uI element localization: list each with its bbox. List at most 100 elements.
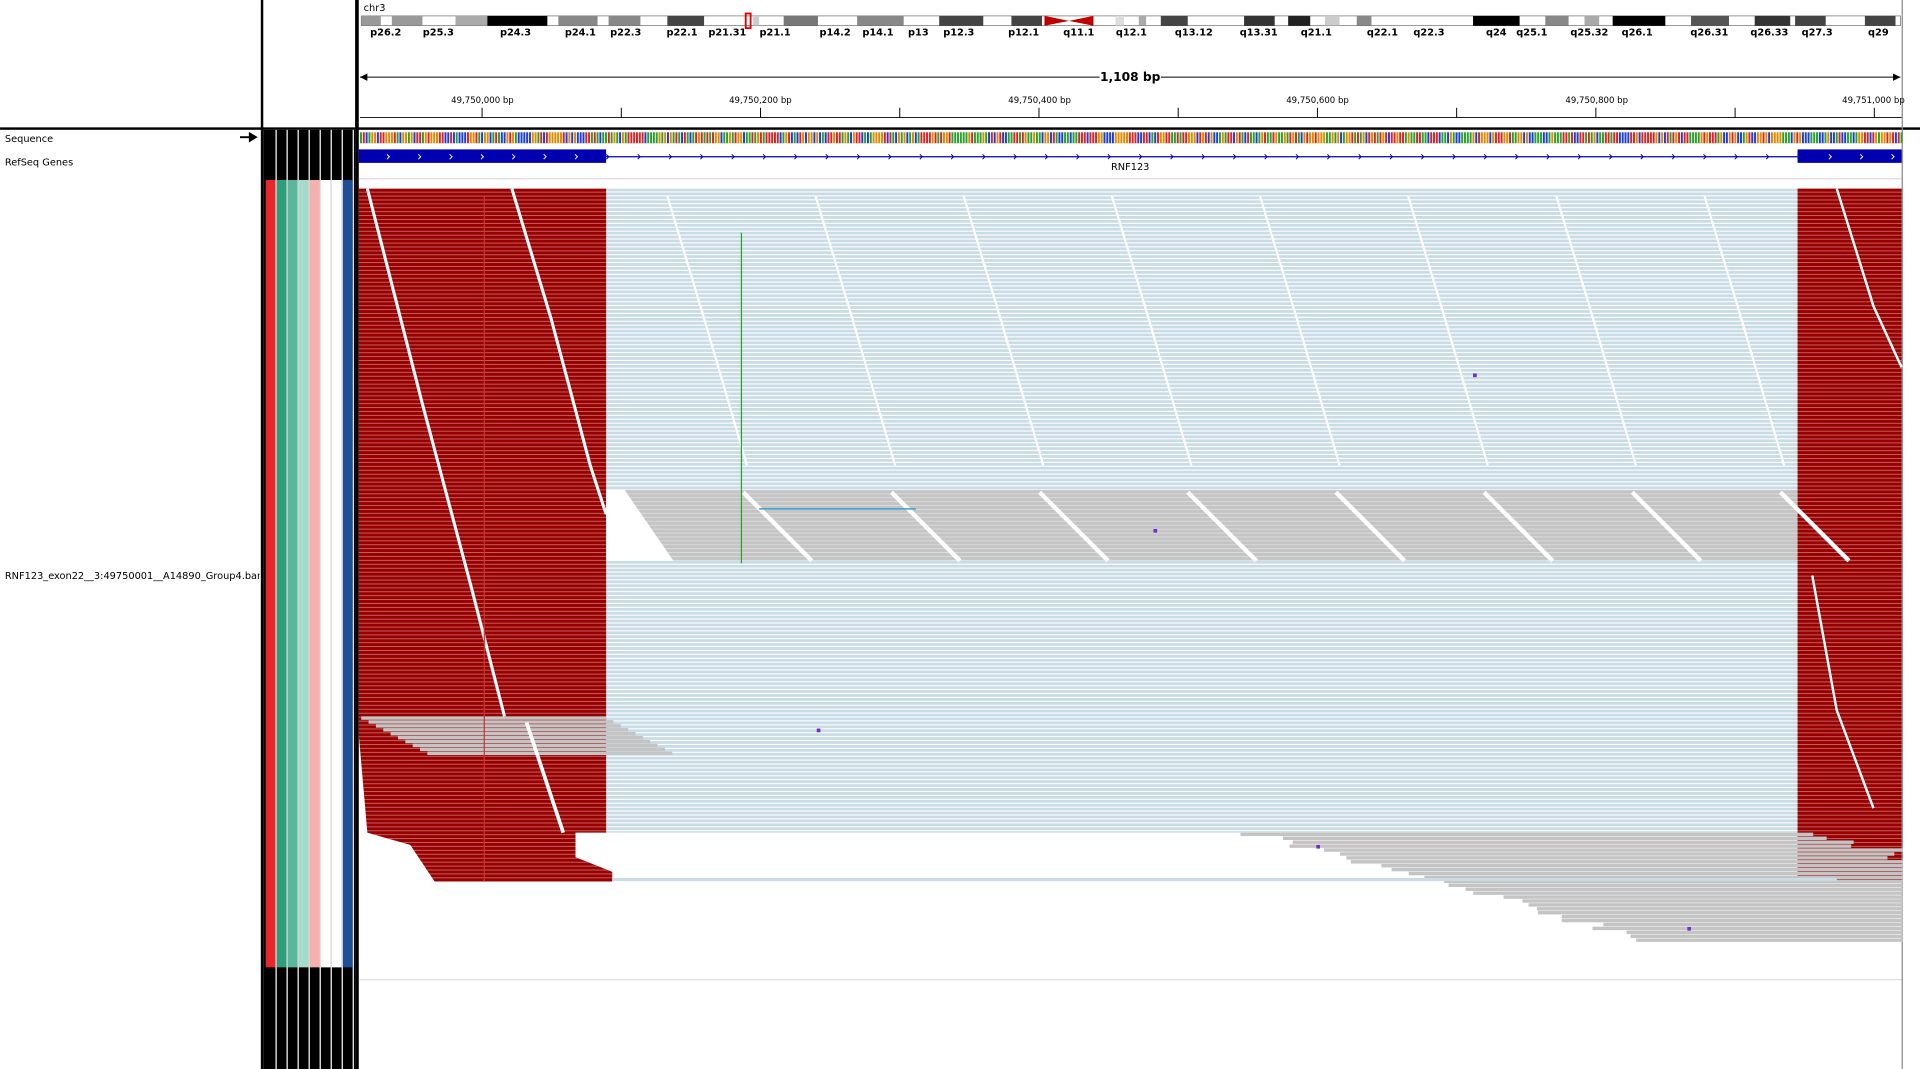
chevron [1765,153,1770,160]
base [1190,132,1193,144]
base [1492,132,1495,144]
base [1568,132,1571,144]
base [1095,132,1098,144]
base [864,132,867,144]
base [1852,132,1855,144]
base [1275,132,1278,144]
chevron [982,153,986,160]
base [895,132,898,144]
gap [606,489,674,561]
base [1120,132,1123,144]
gap [1811,575,1875,809]
base [1134,132,1137,144]
base [1559,132,1562,144]
base [1165,132,1168,144]
base [475,132,478,144]
base [1449,132,1452,144]
base [390,132,393,144]
base [402,132,405,144]
base [790,132,793,144]
base [1661,132,1664,144]
base [723,132,726,144]
chevron [1327,153,1331,160]
base [855,132,858,144]
base [1737,132,1740,144]
cytoband-label: q13.12 [1175,28,1213,39]
base [492,132,495,144]
base [1545,132,1548,144]
base [703,132,706,144]
base [650,132,653,144]
chevron [700,153,704,160]
base [1224,132,1227,144]
base [1016,132,1019,144]
cytoband-label: q22.3 [1413,28,1444,39]
base [1272,132,1275,144]
reads [606,489,1798,561]
base [1627,132,1630,144]
read [1528,903,1903,907]
cytoband [667,15,705,26]
base [1061,132,1064,144]
cytoband [361,15,381,26]
base [1413,132,1416,144]
base [1804,132,1807,144]
base [588,132,591,144]
cytoband-label: p22.1 [666,28,697,39]
base [1855,132,1858,144]
base [788,132,791,144]
base [433,132,436,144]
base [1185,132,1188,144]
chevron [1389,153,1394,160]
base [765,132,768,144]
base [751,132,754,144]
base [1551,132,1554,144]
base [937,132,940,144]
base [1728,132,1731,144]
base [1173,132,1176,144]
read [1630,934,1903,938]
base [455,132,458,144]
base [889,132,892,144]
base [1537,132,1540,144]
base [844,132,847,144]
span-bg [1099,69,1161,85]
divider [355,0,359,1069]
base [1847,132,1849,144]
base [1396,132,1399,144]
base [1328,132,1331,144]
base [1286,132,1289,144]
ruler: 49,750,000 bp 49,750,200 bp 49,750,400 bp 4… [451,96,1905,118]
base [1520,132,1523,144]
read [1340,852,1895,856]
base [1745,132,1748,144]
base [692,132,695,144]
base [498,132,500,144]
base [1368,132,1371,144]
base [1472,132,1475,144]
strand-arrow[interactable] [240,131,258,143]
base [399,132,402,144]
attr-sep [297,129,299,1069]
chevron [1170,153,1174,160]
cytoband-label: q25.1 [1516,28,1547,39]
base [1416,132,1419,144]
chevron [856,153,861,160]
chevron [762,153,767,160]
base [1292,132,1295,144]
base [1799,132,1802,144]
base [1655,132,1658,144]
cytoband [1612,15,1666,26]
base [1266,132,1269,144]
base [464,132,467,144]
base [745,132,748,144]
base [1326,132,1328,144]
base [416,132,419,144]
chevron [1734,153,1738,160]
base [1097,132,1100,144]
read [1282,836,1827,841]
base [1517,132,1520,144]
attr-cell [320,180,331,968]
gene-name: RNF123 [1111,162,1149,173]
cytoband-label: p24.1 [565,28,596,39]
